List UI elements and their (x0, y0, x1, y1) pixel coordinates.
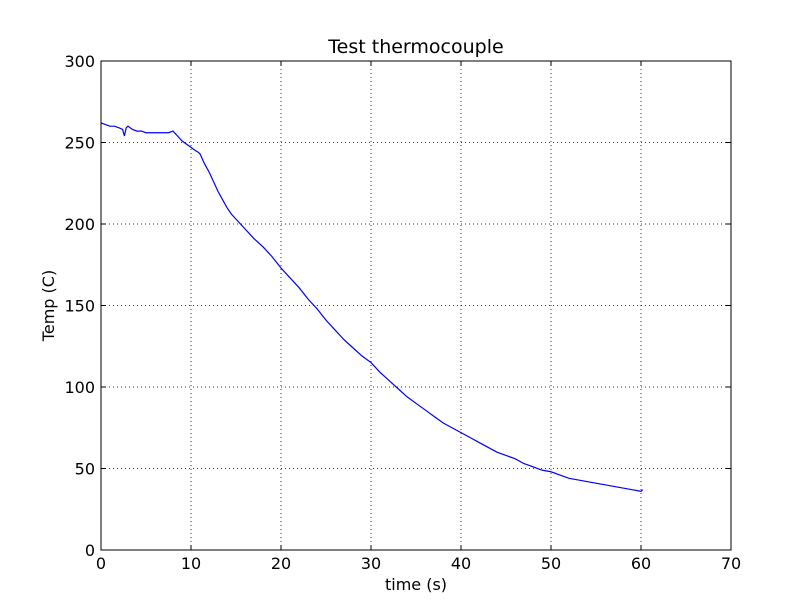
x-axis-label: time (s) (385, 575, 447, 594)
x-tick-label: 10 (181, 554, 201, 573)
x-tick-label: 0 (96, 554, 106, 573)
x-tick-label: 40 (451, 554, 471, 573)
y-tick-label: 300 (64, 52, 95, 71)
y-tick-label: 250 (64, 134, 95, 153)
grid-lines (101, 61, 731, 550)
x-tick-label: 70 (721, 554, 741, 573)
x-tick-label: 30 (361, 554, 381, 573)
x-tick-label: 60 (631, 554, 651, 573)
y-tick-label: 100 (64, 378, 95, 397)
x-tick-label: 20 (271, 554, 291, 573)
y-tick-label: 200 (64, 215, 95, 234)
x-tick-label: 50 (541, 554, 561, 573)
y-tick-label: 150 (64, 297, 95, 316)
y-tick-label: 50 (75, 460, 95, 479)
y-tick-label: 0 (85, 541, 95, 560)
plot-frame (100, 60, 732, 551)
axis-ticks: 0 10 20 30 40 50 60 70 0 50 100 150 200 250 300 (64, 52, 741, 573)
chart-title: Test thermocouple (327, 36, 503, 58)
temperature-series-line (100, 122, 644, 492)
y-axis-label: Temp (C) (39, 270, 58, 342)
